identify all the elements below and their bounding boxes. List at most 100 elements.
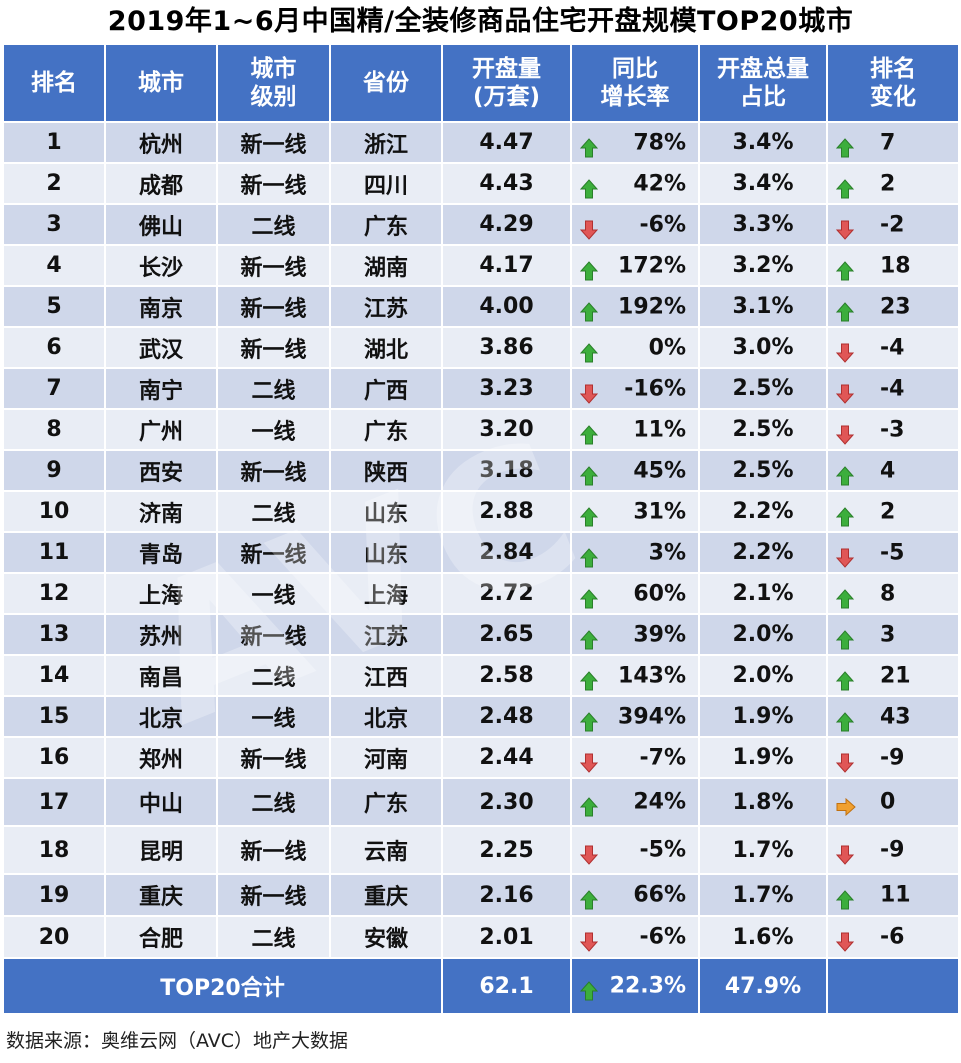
arrow-down-icon (835, 343, 855, 363)
yoy-value: 78% (633, 130, 686, 155)
share-cell: 2.5% (698, 449, 828, 492)
tier-cell: 一线 (216, 695, 331, 738)
table-row: 19 重庆 新一线 重庆 2.16 66% 1.7% 11 (2, 873, 960, 917)
rank-change-value: 8 (880, 581, 896, 606)
rank-cell: 3 (2, 203, 106, 246)
table-row: 6 武汉 新一线 湖北 3.86 0% 3.0% -4 (2, 326, 960, 369)
province-cell: 山东 (329, 531, 443, 574)
city-cell: 武汉 (104, 326, 218, 369)
province-cell: 广东 (329, 777, 443, 827)
province-cell: 江苏 (329, 285, 443, 328)
rank-change-cell: 0 (826, 777, 960, 827)
rank-change-value: 18 (880, 253, 911, 278)
header-yoy: 同比 增长率 (570, 43, 700, 123)
rank-cell: 15 (2, 695, 106, 738)
table-row: 18 昆明 新一线 云南 2.25 -5% 1.7% -9 (2, 825, 960, 875)
table-row: 5 南京 新一线 江苏 4.00 192% 3.1% 23 (2, 285, 960, 328)
rank-change-cell: 21 (826, 654, 960, 697)
rank-change-cell: 11 (826, 873, 960, 917)
rank-change-value: 21 (880, 663, 911, 688)
city-cell: 南昌 (104, 654, 218, 697)
rank-change-cell: 4 (826, 449, 960, 492)
rank-change-cell: 8 (826, 572, 960, 615)
arrow-up-icon (579, 260, 599, 281)
province-cell: 云南 (329, 825, 443, 875)
share-cell: 1.6% (698, 915, 828, 959)
tier-cell: 新一线 (216, 736, 331, 779)
rank-cell: 1 (2, 121, 106, 164)
rank-change-value: -6 (880, 924, 905, 950)
city-cell: 成都 (104, 162, 218, 205)
rank-change-cell: -2 (826, 203, 960, 246)
arrow-down-icon (835, 753, 855, 773)
rank-change-value: 4 (880, 458, 896, 483)
volume-cell: 2.44 (441, 736, 572, 779)
arrow-up-icon (835, 301, 855, 322)
city-cell: 北京 (104, 695, 218, 738)
arrow-down-icon (835, 845, 855, 865)
province-cell: 广东 (329, 408, 443, 451)
rank-change-cell: 23 (826, 285, 960, 328)
volume-cell: 3.20 (441, 408, 572, 451)
rank-change-cell: -6 (826, 915, 960, 959)
header-share-line1: 开盘总量 (717, 56, 809, 82)
table-row: 16 郑州 新一线 河南 2.44 -7% 1.9% -9 (2, 736, 960, 779)
tier-cell: 新一线 (216, 873, 331, 917)
rank-cell: 17 (2, 777, 106, 827)
arrow-down-icon (579, 384, 599, 404)
arrow-up-icon (835, 137, 855, 158)
city-cell: 西安 (104, 449, 218, 492)
share-cell: 1.8% (698, 777, 828, 827)
total-share: 47.9% (698, 957, 828, 1015)
volume-cell: 4.29 (441, 203, 572, 246)
yoy-value: 39% (633, 622, 686, 647)
rank-change-value: 7 (880, 130, 896, 155)
volume-cell: 2.84 (441, 531, 572, 574)
tier-cell: 新一线 (216, 244, 331, 287)
rank-cell: 18 (2, 825, 106, 875)
tier-cell: 一线 (216, 408, 331, 451)
arrow-down-icon (579, 753, 599, 773)
share-cell: 3.4% (698, 162, 828, 205)
volume-cell: 3.86 (441, 326, 572, 369)
rank-cell: 12 (2, 572, 106, 615)
arrow-up-icon (579, 342, 599, 363)
arrow-right-icon (836, 797, 856, 817)
table-row: 9 西安 新一线 陕西 3.18 45% 2.5% 4 (2, 449, 960, 492)
rank-change-cell: -9 (826, 736, 960, 779)
yoy-value: 42% (633, 171, 686, 196)
yoy-cell: 42% (570, 162, 700, 205)
city-cell: 中山 (104, 777, 218, 827)
header-change-line2: 变化 (870, 84, 916, 110)
province-cell: 重庆 (329, 873, 443, 917)
rank-change-cell: 2 (826, 490, 960, 533)
yoy-cell: 192% (570, 285, 700, 328)
yoy-cell: 394% (570, 695, 700, 738)
arrow-up-icon (579, 629, 599, 650)
table-row: 11 青岛 新一线 山东 2.84 3% 2.2% -5 (2, 531, 960, 574)
yoy-cell: 78% (570, 121, 700, 164)
ranking-table: 排名 城市 城市 级别 省份 开盘量 (万套) 同比 增长率 开盘总量 占比 排名 变化 … (2, 43, 960, 1015)
header-share-line2: 占比 (740, 84, 786, 110)
rank-cell: 2 (2, 162, 106, 205)
rank-cell: 13 (2, 613, 106, 656)
arrow-up-icon (835, 465, 855, 486)
yoy-cell: -5% (570, 825, 700, 875)
yoy-cell: 3% (570, 531, 700, 574)
rank-change-cell: 7 (826, 121, 960, 164)
volume-cell: 2.58 (441, 654, 572, 697)
arrow-up-icon (835, 588, 855, 609)
tier-cell: 新一线 (216, 613, 331, 656)
share-cell: 1.7% (698, 825, 828, 875)
table-row: 12 上海 一线 上海 2.72 60% 2.1% 8 (2, 572, 960, 615)
yoy-cell: 143% (570, 654, 700, 697)
tier-cell: 新一线 (216, 449, 331, 492)
share-cell: 3.2% (698, 244, 828, 287)
volume-cell: 4.00 (441, 285, 572, 328)
tier-cell: 二线 (216, 367, 331, 410)
volume-cell: 2.72 (441, 572, 572, 615)
total-yoy: 22.3% (609, 973, 686, 999)
rank-change-value: -9 (880, 837, 905, 863)
volume-cell: 2.16 (441, 873, 572, 917)
volume-cell: 2.88 (441, 490, 572, 533)
